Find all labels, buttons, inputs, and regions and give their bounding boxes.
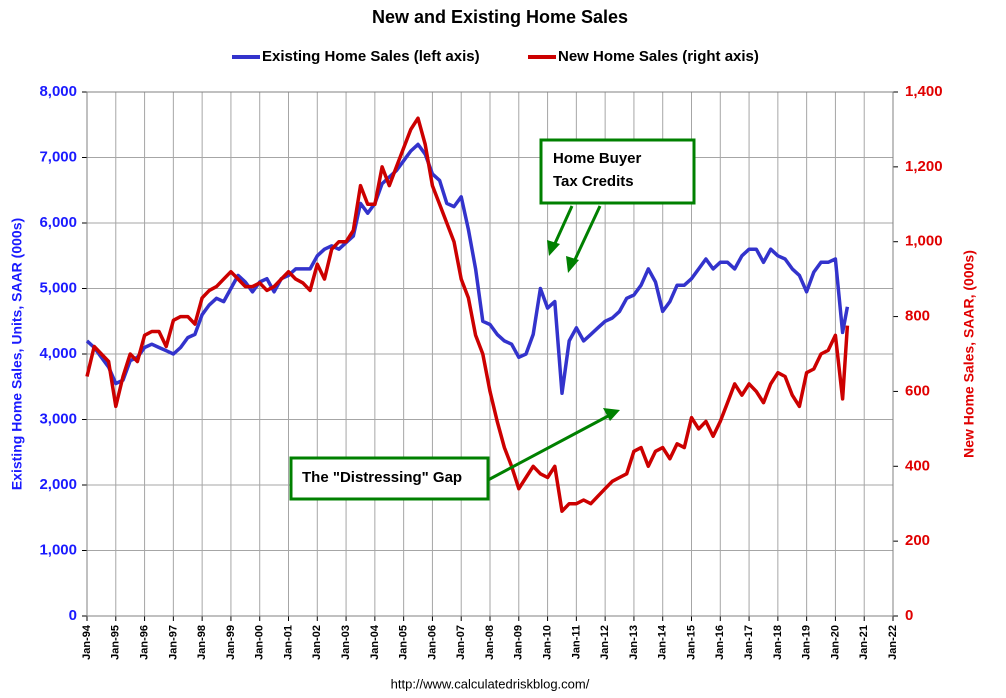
x-tick-label: Jan-09 [513, 625, 525, 660]
arrow [570, 205, 602, 267]
y2-tick-label: 1,200 [905, 158, 943, 175]
x-tick-label: Jan-02 [311, 625, 323, 660]
x-tick-label: Jan-00 [254, 625, 266, 660]
x-tick-label: Jan-96 [138, 625, 150, 660]
plot-border [86, 91, 894, 617]
x-tick-label: Jan-95 [110, 625, 122, 660]
x-tick-label: Jan-98 [196, 625, 208, 660]
x-tick-label: Jan-13 [628, 625, 640, 660]
y-tick-label: 1,000 [39, 541, 77, 558]
annotation-text: Tax Credits [553, 173, 634, 190]
x-tick-label: Jan-10 [541, 625, 553, 660]
x-tick-label: Jan-20 [829, 625, 841, 660]
annotation-text: The "Distressing" Gap [302, 469, 462, 486]
x-tick-label: Jan-16 [714, 625, 726, 660]
legend-label: Existing Home Sales (left axis) [262, 48, 480, 65]
y2-tick-label: 400 [905, 457, 930, 474]
arrow [487, 413, 611, 482]
x-tick-label: Jan-18 [772, 625, 784, 660]
x-tick-label: Jan-06 [426, 625, 438, 660]
y-tick-label: 7,000 [39, 148, 77, 165]
x-tick-label: Jan-19 [801, 625, 813, 660]
annotation-text: Home Buyer [553, 150, 642, 167]
x-tick-label: Jan-05 [398, 625, 410, 660]
y-tick-label: 6,000 [39, 214, 77, 231]
x-tick-label: Jan-99 [225, 625, 237, 660]
y2-tick-label: 1,000 [905, 233, 943, 250]
y-tick-label: 0 [69, 607, 77, 624]
x-tick-label: Jan-17 [743, 625, 755, 660]
x-tick-label: Jan-97 [167, 625, 179, 660]
annotation-box [289, 456, 490, 501]
series-line [85, 142, 850, 396]
x-tick-label: Jan-94 [81, 624, 93, 660]
x-tick-label: Jan-01 [282, 625, 294, 660]
source: http://www.calculatedriskblog.com/ [391, 676, 590, 691]
annotation-gap: The "Distressing" Gap [289, 408, 620, 501]
y-axis-title: Existing Home Sales, Units, SAAR (000s) [9, 218, 25, 490]
y2-tick-label: 800 [905, 308, 930, 325]
arrowhead [603, 408, 620, 421]
x-tick-label: Jan-15 [685, 625, 697, 660]
arrowhead [566, 256, 579, 273]
x-tick-label: Jan-07 [455, 625, 467, 660]
y-tick-label: 8,000 [39, 83, 77, 100]
y2-tick-label: 1,400 [905, 83, 943, 100]
chart-title: New and Existing Home Sales [372, 7, 628, 27]
x-tick-label: Jan-03 [340, 625, 352, 660]
x-tick-label: Jan-11 [570, 625, 582, 659]
arrowhead [547, 240, 560, 256]
y-tick-label: 2,000 [39, 476, 77, 493]
y2-tick-label: 200 [905, 532, 930, 549]
y-tick-label: 5,000 [39, 279, 77, 296]
x-tick-label: Jan-22 [887, 625, 899, 660]
y-tick-label: 4,000 [39, 345, 77, 362]
legend-label: New Home Sales (right axis) [558, 48, 759, 65]
x-tick-label: Jan-04 [369, 624, 381, 660]
x-tick-label: Jan-08 [484, 625, 496, 660]
annotation-box [539, 138, 696, 205]
x-tick-label: Jan-14 [657, 624, 669, 660]
series-line [85, 116, 850, 513]
y2-tick-label: 0 [905, 607, 913, 624]
annotation-tax-credits: Home Buyer Tax Credits [539, 138, 696, 273]
x-tick-label: Jan-21 [858, 625, 870, 660]
y-tick-label: 3,000 [39, 410, 77, 427]
y2-axis-title: New Home Sales, SAAR, (000s) [961, 250, 977, 458]
y2-tick-label: 600 [905, 382, 930, 399]
x-tick-label: Jan-12 [599, 625, 611, 660]
